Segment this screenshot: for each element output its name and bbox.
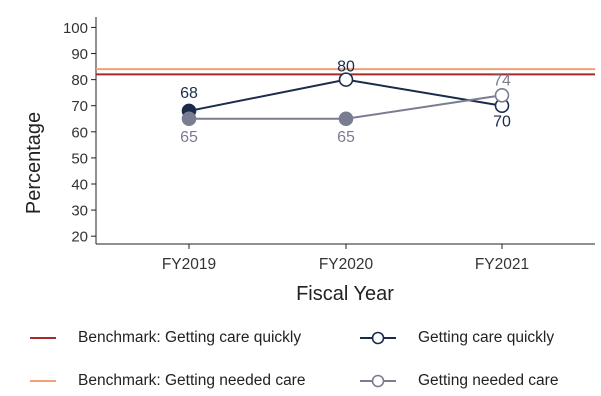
y-tick-label: 80 [71, 72, 88, 89]
y-tick-label: 70 [71, 98, 88, 115]
x-tick-label: FY2019 [162, 256, 216, 273]
series-group: 68 80 70 65 65 74 [180, 59, 511, 146]
line-chart: 20 30 40 50 60 70 80 90 100 FY2019 FY2020 FY2021 6… [23, 17, 595, 305]
legend-swatch-benchmark-quickly [30, 337, 56, 339]
x-axis: FY2019 FY2020 FY2021 [162, 244, 529, 273]
y-tick-label: 100 [63, 20, 88, 37]
data-label-needed: 74 [493, 72, 511, 89]
x-axis-label: Fiscal Year [296, 283, 394, 305]
y-tick-label: 20 [71, 229, 88, 246]
legend-label: Getting needed care [418, 372, 559, 389]
legend-item-benchmark-quickly: Benchmark: Getting care quickly [30, 327, 301, 349]
legend-marker-needed [360, 374, 396, 388]
legend: Benchmark: Getting care quickly Benchmar… [30, 325, 600, 395]
y-tick-label: 90 [71, 46, 88, 63]
legend-label: Benchmark: Getting care quickly [78, 329, 302, 346]
x-tick-label: FY2021 [475, 256, 529, 273]
point-needed [181, 111, 197, 127]
y-tick-label: 40 [71, 176, 88, 193]
y-tick-label: 60 [71, 124, 88, 141]
legend-swatch-benchmark-needed [30, 380, 56, 382]
legend-item-getting-needed-care: Getting needed care [360, 370, 558, 392]
data-label-quickly: 80 [337, 59, 355, 76]
data-label-quickly: 68 [180, 85, 198, 102]
legend-label: Getting care quickly [418, 329, 555, 346]
data-label-needed: 65 [337, 129, 355, 146]
y-axis-label: Percentage [23, 112, 45, 214]
y-axis: 20 30 40 50 60 70 80 90 100 [63, 20, 96, 246]
data-label-quickly: 70 [493, 114, 511, 131]
legend-item-benchmark-needed: Benchmark: Getting needed care [30, 370, 305, 392]
point-needed [494, 87, 510, 103]
legend-item-getting-care-quickly: Getting care quickly [360, 327, 554, 349]
x-tick-label: FY2020 [319, 256, 374, 273]
data-label-needed: 65 [180, 129, 198, 146]
legend-marker-quickly [360, 331, 396, 345]
legend-label: Benchmark: Getting needed care [78, 372, 306, 389]
y-tick-label: 30 [71, 203, 88, 220]
point-needed [338, 111, 354, 127]
y-tick-label: 50 [71, 150, 88, 167]
point-quickly [338, 72, 354, 87]
